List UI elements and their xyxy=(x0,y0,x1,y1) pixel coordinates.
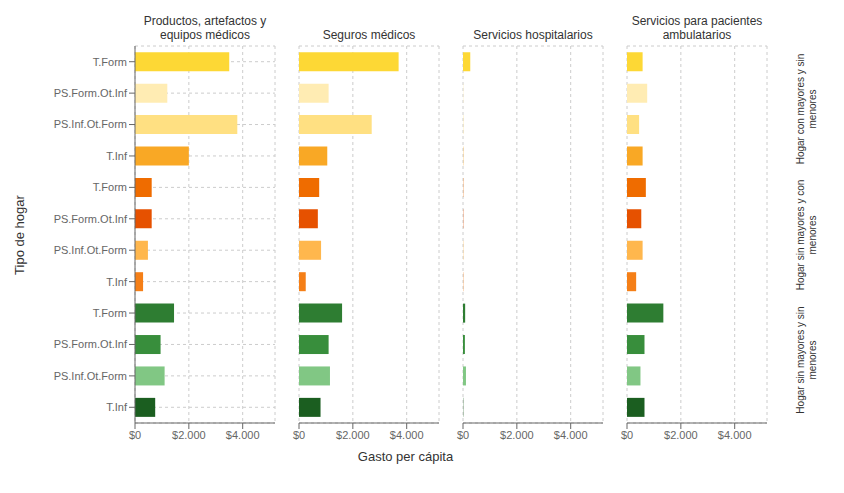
html-text:Servicios para pacientes ambul: Servicios para pacientes ambulatarios xyxy=(631,14,763,42)
svg-text:$4.000: $4.000 xyxy=(554,429,588,441)
svg-text:PS.Form.Ot.Inf: PS.Form.Ot.Inf xyxy=(54,338,128,350)
svg-text:$4.000: $4.000 xyxy=(718,429,752,441)
svg-text:PS.Inf.Ot.Form: PS.Inf.Ot.Form xyxy=(54,244,127,256)
svg-text:$4.000: $4.000 xyxy=(226,429,260,441)
svg-text:T.Form: T.Form xyxy=(93,181,127,193)
svg-text:T.Inf: T.Inf xyxy=(106,401,128,413)
html-text:Hogar sin mayores y sin menore: Hogar sin mayores y sin menores xyxy=(795,306,818,414)
svg-text:T.Inf: T.Inf xyxy=(106,150,128,162)
svg-text:PS.Inf.Ot.Form: PS.Inf.Ot.Form xyxy=(54,370,127,382)
svg-text:PS.Inf.Ot.Form: PS.Inf.Ot.Form xyxy=(54,118,127,130)
svg-text:T.Form: T.Form xyxy=(93,56,127,68)
svg-text:$2.000: $2.000 xyxy=(664,429,698,441)
svg-text:T.Form: T.Form xyxy=(93,307,127,319)
svg-text:$0: $0 xyxy=(293,429,305,441)
svg-text:$2.000: $2.000 xyxy=(172,429,206,441)
html-text:Servicios hospitalarios: Servicios hospitalarios xyxy=(473,28,593,42)
svg-text:$2.000: $2.000 xyxy=(500,429,534,441)
svg-text:$0: $0 xyxy=(457,429,469,441)
html-text:Tipo de hogar: Tipo de hogar xyxy=(11,194,27,275)
svg-text:PS.Form.Ot.Inf: PS.Form.Ot.Inf xyxy=(54,87,128,99)
svg-text:$0: $0 xyxy=(621,429,633,441)
html-text:Gasto per cápita: Gasto per cápita xyxy=(357,449,454,464)
svg-text:PS.Form.Ot.Inf: PS.Form.Ot.Inf xyxy=(54,213,128,225)
svg-text:T.Inf: T.Inf xyxy=(106,276,128,288)
svg-text:$0: $0 xyxy=(129,429,141,441)
html-text:Hogar sin mayores y con menore: Hogar sin mayores y con menores xyxy=(795,179,818,290)
html-text:Seguros médicos: Seguros médicos xyxy=(322,28,416,42)
html-text:Hogar con mayores y sin menore: Hogar con mayores y sin menores xyxy=(795,53,818,165)
svg-text:$2.000: $2.000 xyxy=(336,429,370,441)
html-text:Productos, artefactos y equipo: Productos, artefactos y equipos médicos xyxy=(143,14,267,42)
svg-text:$4.000: $4.000 xyxy=(390,429,424,441)
